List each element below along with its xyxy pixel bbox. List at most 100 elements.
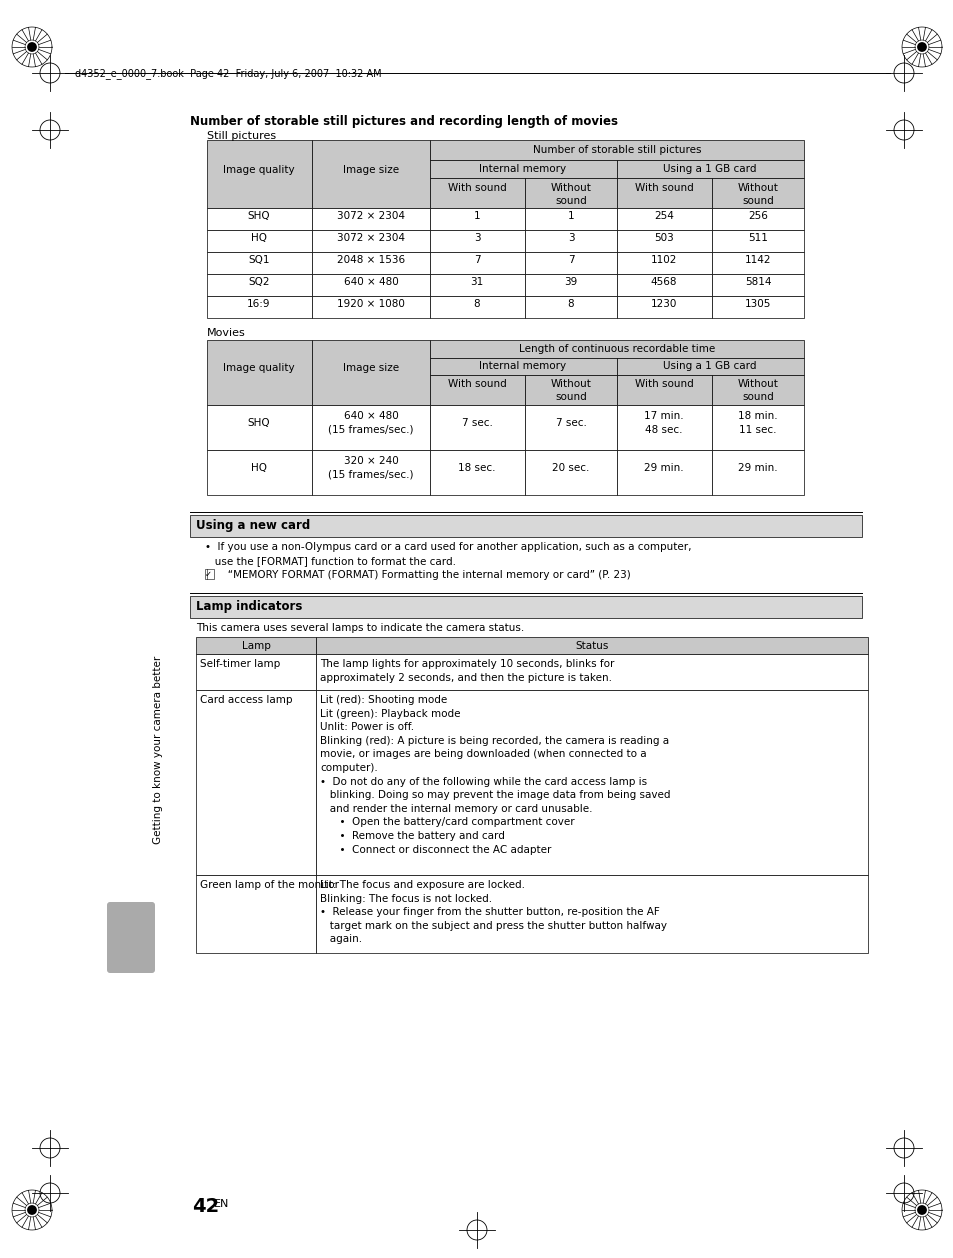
Bar	[312, 296, 430, 318]
Text: Self-timer lamp: Self-timer lamp	[200, 659, 280, 669]
Bar	[207, 274, 312, 296]
Bar	[617, 450, 711, 494]
Bar	[430, 296, 524, 318]
Text: Without
sound: Without sound	[550, 379, 591, 403]
Text: With sound: With sound	[634, 379, 693, 389]
Text: •  If you use a non-Olympus card or a card used for another application, such as: • If you use a non-Olympus card or a car…	[205, 542, 691, 552]
Text: With sound: With sound	[447, 379, 506, 389]
Bar	[430, 252, 524, 274]
Text: Movies: Movies	[207, 328, 246, 338]
Bar	[524, 274, 617, 296]
Text: Internal memory: Internal memory	[479, 361, 566, 371]
Bar	[524, 208, 617, 230]
Text: 7 sec.: 7 sec.	[461, 418, 492, 428]
Bar	[711, 450, 803, 494]
Text: Length of continuous recordable time: Length of continuous recordable time	[518, 343, 715, 353]
Bar	[312, 405, 430, 450]
Text: 256: 256	[747, 211, 767, 221]
Text: d4352_e_0000_7.book  Page 42  Friday, July 6, 2007  10:32 AM: d4352_e_0000_7.book Page 42 Friday, July…	[75, 68, 381, 79]
Bar	[617, 177, 711, 208]
Text: Image quality: Image quality	[223, 165, 294, 175]
Text: 17 min.
48 sec.: 17 min. 48 sec.	[643, 411, 683, 434]
Bar	[312, 230, 430, 252]
Text: 1142: 1142	[744, 255, 770, 265]
Text: use the [FORMAT] function to format the card.: use the [FORMAT] function to format the …	[205, 556, 456, 566]
Text: 1230: 1230	[650, 299, 677, 309]
Text: Without
sound: Without sound	[737, 182, 778, 206]
Bar	[430, 359, 617, 375]
Text: This camera uses several lamps to indicate the camera status.: This camera uses several lamps to indica…	[195, 623, 524, 633]
Bar	[207, 252, 312, 274]
Bar	[524, 405, 617, 450]
Bar	[207, 230, 312, 252]
Text: 640 × 480
(15 frames/sec.): 640 × 480 (15 frames/sec.)	[328, 411, 414, 434]
Bar	[207, 140, 312, 208]
Text: Without
sound: Without sound	[550, 182, 591, 206]
Bar	[711, 230, 803, 252]
Text: 4568: 4568	[650, 277, 677, 287]
Bar	[711, 208, 803, 230]
Bar	[312, 340, 430, 405]
Text: With sound: With sound	[447, 182, 506, 192]
Bar	[524, 296, 617, 318]
Bar	[430, 375, 524, 405]
Bar	[430, 274, 524, 296]
Text: 3: 3	[474, 233, 479, 243]
Bar	[711, 252, 803, 274]
Bar	[524, 230, 617, 252]
Text: Without
sound: Without sound	[737, 379, 778, 403]
Bar	[617, 359, 803, 375]
Bar	[430, 340, 803, 359]
Bar	[430, 177, 524, 208]
Text: 1102: 1102	[650, 255, 677, 265]
Bar	[617, 230, 711, 252]
Circle shape	[916, 42, 926, 52]
Bar	[195, 876, 315, 954]
Bar	[315, 689, 867, 876]
Text: HQ: HQ	[251, 233, 267, 243]
Text: Card access lamp: Card access lamp	[200, 694, 293, 704]
Bar	[430, 230, 524, 252]
Bar	[195, 689, 315, 876]
Text: 3072 × 2304: 3072 × 2304	[336, 233, 405, 243]
Text: Still pictures: Still pictures	[207, 131, 275, 141]
Bar	[312, 252, 430, 274]
Text: Internal memory: Internal memory	[479, 164, 566, 174]
Text: Image quality: Image quality	[223, 364, 294, 374]
Bar	[711, 375, 803, 405]
Bar	[524, 375, 617, 405]
Text: Using a new card: Using a new card	[195, 520, 310, 532]
Bar	[207, 296, 312, 318]
Text: The lamp lights for approximately 10 seconds, blinks for
approximately 2 seconds: The lamp lights for approximately 10 sec…	[319, 659, 614, 683]
Text: 3072 × 2304: 3072 × 2304	[336, 211, 405, 221]
Text: SQ1: SQ1	[248, 255, 270, 265]
Text: Number of storable still pictures and recording length of movies: Number of storable still pictures and re…	[190, 114, 618, 128]
Text: 18 sec.: 18 sec.	[457, 463, 496, 473]
Text: Status: Status	[575, 642, 608, 650]
Text: 29 min.: 29 min.	[643, 463, 683, 473]
Bar	[617, 296, 711, 318]
Text: ✓: ✓	[205, 570, 212, 579]
Text: 320 × 240
(15 frames/sec.): 320 × 240 (15 frames/sec.)	[328, 457, 414, 479]
Bar	[524, 252, 617, 274]
Bar	[430, 140, 803, 160]
Bar	[315, 876, 867, 954]
Text: Lamp indicators: Lamp indicators	[195, 600, 302, 613]
Bar	[617, 405, 711, 450]
Circle shape	[27, 42, 37, 52]
Bar	[190, 515, 862, 537]
Text: 7 sec.: 7 sec.	[555, 418, 586, 428]
Text: Using a 1 GB card: Using a 1 GB card	[662, 361, 756, 371]
Bar	[711, 177, 803, 208]
Text: Green lamp of the monitor: Green lamp of the monitor	[200, 881, 338, 889]
Bar	[312, 274, 430, 296]
Text: 8: 8	[567, 299, 574, 309]
Bar	[711, 274, 803, 296]
Text: 5814: 5814	[744, 277, 770, 287]
Bar	[190, 596, 862, 618]
Bar	[207, 450, 312, 494]
Text: Image size: Image size	[342, 364, 398, 374]
Bar	[207, 340, 312, 405]
Bar	[524, 177, 617, 208]
Text: 2048 × 1536: 2048 × 1536	[336, 255, 405, 265]
